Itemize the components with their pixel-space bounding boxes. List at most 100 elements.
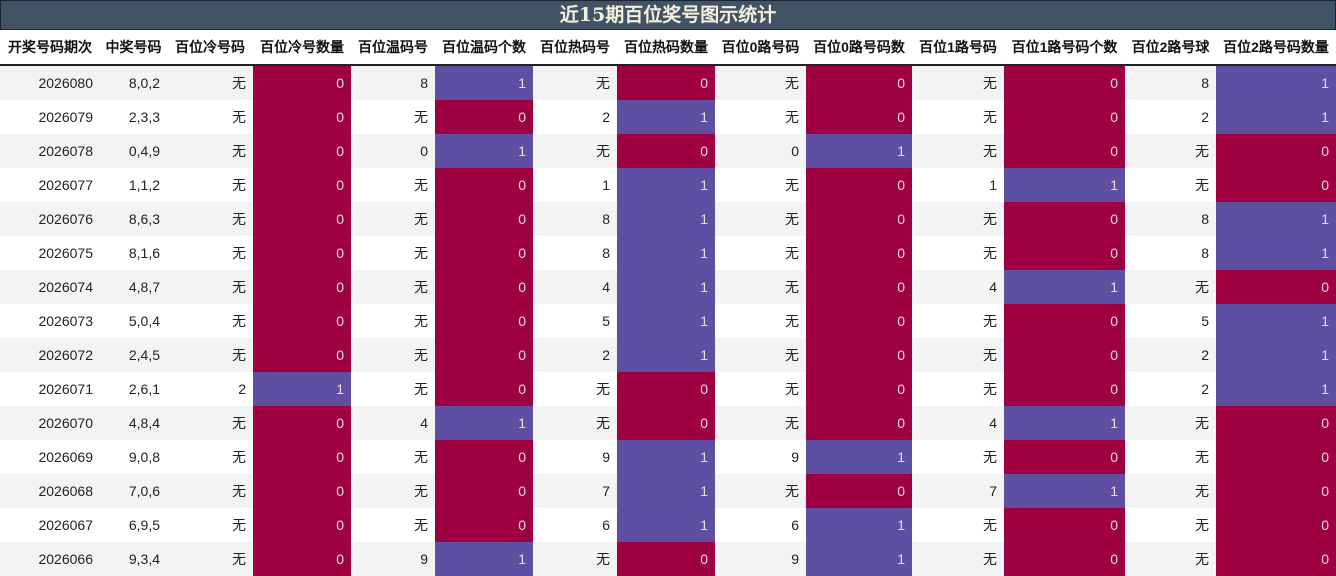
col-header-hot-count[interactable]: 百位热码数量 — [617, 30, 715, 66]
table-row[interactable]: 2026070 4,8,4 无 0 4 1 无 0 无 0 4 1 无 0 — [0, 406, 1336, 440]
table-row[interactable]: 2026071 2,6,1 2 1 无 0 无 0 无 0 无 0 2 1 — [0, 372, 1336, 406]
cell-hot-number: 无 — [533, 134, 617, 168]
cell-route0-count: 1 — [806, 508, 912, 542]
cell-hot-count: 1 — [617, 440, 715, 474]
cell-cold-number: 无 — [167, 440, 253, 474]
cell-winning-number: 1,1,2 — [100, 168, 167, 202]
col-header-route0-number[interactable]: 百位0路号码 — [715, 30, 806, 66]
cell-winning-number: 9,0,8 — [100, 440, 167, 474]
cell-hot-count: 1 — [617, 304, 715, 338]
col-header-route2-count[interactable]: 百位2路号码数量 — [1216, 30, 1336, 66]
cell-warm-number: 0 — [351, 134, 435, 168]
col-header-route0-count[interactable]: 百位0路号码数 — [806, 30, 912, 66]
cell-route0-number: 无 — [715, 65, 806, 100]
cell-route2-count: 1 — [1216, 202, 1336, 236]
cell-hot-count: 0 — [617, 406, 715, 440]
cell-winning-number: 8,0,2 — [100, 65, 167, 100]
cell-warm-count: 1 — [435, 542, 533, 576]
cell-warm-number: 无 — [351, 270, 435, 304]
table-row[interactable]: 2026072 2,4,5 无 0 无 0 2 1 无 0 无 0 2 1 — [0, 338, 1336, 372]
table-row[interactable]: 2026067 6,9,5 无 0 无 0 6 1 6 1 无 0 无 0 — [0, 508, 1336, 542]
cell-route1-number: 4 — [912, 406, 1004, 440]
cell-cold-count: 0 — [253, 100, 351, 134]
cell-cold-count: 0 — [253, 304, 351, 338]
table-body: 2026080 8,0,2 无 0 8 1 无 0 无 0 无 0 8 1 2026079 2,3,3 无 0 无 0… — [0, 65, 1336, 576]
cell-warm-count: 1 — [435, 134, 533, 168]
cell-route2-number: 无 — [1125, 542, 1216, 576]
cell-warm-number: 8 — [351, 65, 435, 100]
cell-cold-count: 0 — [253, 202, 351, 236]
cell-cold-number: 无 — [167, 508, 253, 542]
cell-cold-count: 0 — [253, 474, 351, 508]
cell-cold-count: 0 — [253, 270, 351, 304]
cell-hot-count: 1 — [617, 202, 715, 236]
table-row[interactable]: 2026074 4,8,7 无 0 无 0 4 1 无 0 4 1 无 0 — [0, 270, 1336, 304]
col-header-winning-number[interactable]: 中奖号码 — [100, 30, 167, 66]
cell-warm-count: 0 — [435, 202, 533, 236]
cell-hot-number: 7 — [533, 474, 617, 508]
cell-route1-count: 1 — [1004, 406, 1125, 440]
cell-period: 2026069 — [0, 440, 100, 474]
cell-route2-number: 无 — [1125, 406, 1216, 440]
cell-route1-count: 1 — [1004, 270, 1125, 304]
col-header-route2-number[interactable]: 百位2路号球 — [1125, 30, 1216, 66]
cell-route0-number: 无 — [715, 338, 806, 372]
table-title: 近15期百位奖号图示统计 — [0, 0, 1336, 30]
table-row[interactable]: 2026068 7,0,6 无 0 无 0 7 1 无 0 7 1 无 0 — [0, 474, 1336, 508]
cell-cold-count: 1 — [253, 372, 351, 406]
cell-route2-number: 无 — [1125, 474, 1216, 508]
cell-cold-number: 无 — [167, 406, 253, 440]
cell-cold-number: 无 — [167, 202, 253, 236]
cell-hot-count: 1 — [617, 100, 715, 134]
col-header-cold-count[interactable]: 百位冷号数量 — [253, 30, 351, 66]
cell-route1-count: 1 — [1004, 168, 1125, 202]
cell-route0-number: 无 — [715, 270, 806, 304]
cell-winning-number: 7,0,6 — [100, 474, 167, 508]
cell-period: 2026078 — [0, 134, 100, 168]
cell-route1-number: 7 — [912, 474, 1004, 508]
col-header-warm-number[interactable]: 百位温码号 — [351, 30, 435, 66]
cell-route1-number: 无 — [912, 338, 1004, 372]
cell-warm-count: 1 — [435, 65, 533, 100]
cell-cold-number: 无 — [167, 338, 253, 372]
cell-cold-count: 0 — [253, 236, 351, 270]
col-header-warm-count[interactable]: 百位温码个数 — [435, 30, 533, 66]
cell-route2-count: 1 — [1216, 65, 1336, 100]
col-header-period[interactable]: 开奖号码期次 — [0, 30, 100, 66]
col-header-cold-number[interactable]: 百位冷号码 — [167, 30, 253, 66]
table-row[interactable]: 2026078 0,4,9 无 0 0 1 无 0 0 1 无 0 无 0 — [0, 134, 1336, 168]
cell-route2-number: 无 — [1125, 168, 1216, 202]
table-row[interactable]: 2026066 9,3,4 无 0 9 1 无 0 9 1 无 0 无 0 — [0, 542, 1336, 576]
cell-route1-count: 0 — [1004, 202, 1125, 236]
cell-cold-count: 0 — [253, 440, 351, 474]
cell-hot-number: 4 — [533, 270, 617, 304]
table-row[interactable]: 2026075 8,1,6 无 0 无 0 8 1 无 0 无 0 8 1 — [0, 236, 1336, 270]
cell-route1-count: 0 — [1004, 542, 1125, 576]
col-header-route1-count[interactable]: 百位1路号码个数 — [1004, 30, 1125, 66]
cell-route1-number: 无 — [912, 372, 1004, 406]
cell-winning-number: 2,4,5 — [100, 338, 167, 372]
cell-route2-number: 无 — [1125, 440, 1216, 474]
cell-route2-number: 8 — [1125, 202, 1216, 236]
cell-route0-number: 9 — [715, 440, 806, 474]
col-header-route1-number[interactable]: 百位1路号码 — [912, 30, 1004, 66]
cell-route1-number: 无 — [912, 236, 1004, 270]
table-row[interactable]: 2026079 2,3,3 无 0 无 0 2 1 无 0 无 0 2 1 — [0, 100, 1336, 134]
cell-period: 2026066 — [0, 542, 100, 576]
table-row[interactable]: 2026080 8,0,2 无 0 8 1 无 0 无 0 无 0 8 1 — [0, 65, 1336, 100]
table-row[interactable]: 2026076 8,6,3 无 0 无 0 8 1 无 0 无 0 8 1 — [0, 202, 1336, 236]
cell-route0-number: 0 — [715, 134, 806, 168]
cell-route2-number: 2 — [1125, 100, 1216, 134]
cell-period: 2026080 — [0, 65, 100, 100]
col-header-hot-number[interactable]: 百位热码号 — [533, 30, 617, 66]
table-row[interactable]: 2026073 5,0,4 无 0 无 0 5 1 无 0 无 0 5 1 — [0, 304, 1336, 338]
cell-route0-count: 1 — [806, 134, 912, 168]
cell-route2-count: 0 — [1216, 542, 1336, 576]
cell-route0-number: 无 — [715, 202, 806, 236]
table-row[interactable]: 2026077 1,1,2 无 0 无 0 1 1 无 0 1 1 无 0 — [0, 168, 1336, 202]
cell-cold-number: 无 — [167, 100, 253, 134]
cell-hot-number: 6 — [533, 508, 617, 542]
table-row[interactable]: 2026069 9,0,8 无 0 无 0 9 1 9 1 无 0 无 0 — [0, 440, 1336, 474]
cell-route1-number: 无 — [912, 542, 1004, 576]
cell-route2-count: 0 — [1216, 270, 1336, 304]
